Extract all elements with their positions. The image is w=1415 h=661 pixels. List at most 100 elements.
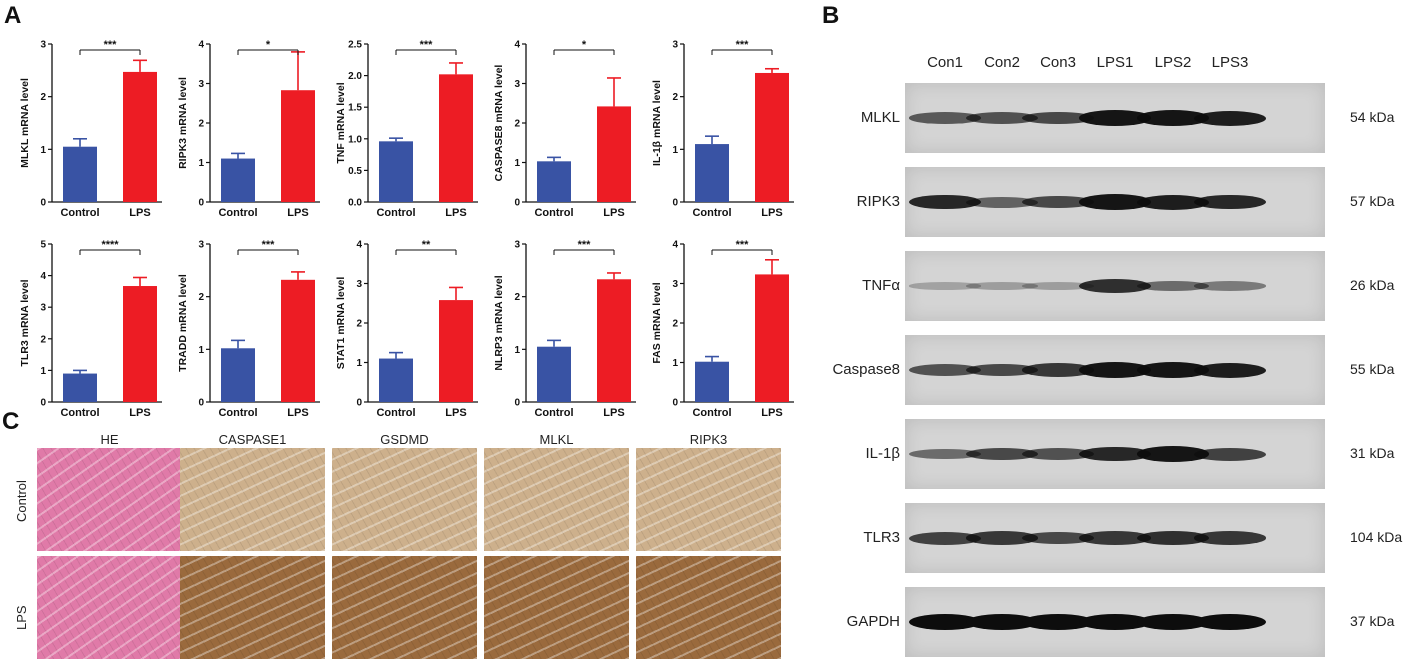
y-tick-label: 1	[672, 145, 678, 156]
bar-lps	[755, 72, 789, 202]
protein-band	[966, 531, 1038, 545]
western-blot: Con1 Con2 Con3 LPS1 LPS2 LPS3 MLKL 54 kDa RIPK3 5…	[820, 40, 1415, 661]
protein-band	[1022, 531, 1094, 545]
y-tick-label: 2	[672, 319, 678, 330]
x-category-label: LPS	[129, 407, 150, 419]
molecular-weight-label: 57 kDa	[1350, 193, 1395, 209]
protein-label: IL-1β	[865, 445, 900, 462]
protein-band	[1137, 446, 1209, 462]
y-tick-label: 0	[514, 198, 520, 209]
ihc-row-label: LPS	[14, 605, 29, 630]
y-tick-label: 5	[40, 240, 46, 251]
chart-caspase8: CASPASE8 mRNA level 0 1 2 3 4 Control LPS *	[484, 30, 644, 220]
y-axis-label: NLRP3 mRNA level	[493, 275, 505, 370]
protein-band	[966, 363, 1038, 377]
protein-band	[1194, 614, 1266, 630]
protein-band	[1137, 614, 1209, 630]
ihc-column-label: MLKL	[539, 432, 574, 447]
y-tick-label: 4	[356, 240, 362, 251]
bar-lps	[755, 274, 789, 402]
blot-strip	[905, 503, 1325, 573]
protein-band	[909, 364, 981, 376]
chart-svg: CASPASE8 mRNA level 0 1 2 3 4 Control LPS *	[493, 39, 636, 219]
molecular-weight-label: 37 kDa	[1350, 613, 1395, 629]
blot-strip	[905, 251, 1325, 321]
y-tick-label: 1	[514, 345, 520, 356]
y-axis-label: RIPK3 mRNA level	[177, 77, 189, 169]
x-category-label: Control	[376, 407, 415, 419]
bar-control	[379, 358, 413, 402]
x-category-label: Control	[60, 407, 99, 419]
y-tick-label: 2	[514, 119, 520, 130]
x-category-label: Control	[218, 207, 257, 219]
y-tick-label: 2	[40, 334, 46, 345]
protein-band	[909, 194, 981, 210]
ihc-image-tile	[636, 448, 781, 551]
bar-lps	[597, 106, 631, 202]
y-tick-label: 0	[672, 198, 678, 209]
significance-stars: ***	[736, 239, 750, 251]
protein-band	[1022, 363, 1094, 377]
significance-stars: *	[266, 39, 271, 51]
chart-svg: FAS mRNA level 0 1 2 3 4 Control LPS ***	[651, 239, 794, 419]
protein-label: MLKL	[860, 109, 900, 126]
x-category-label: LPS	[287, 407, 308, 419]
chart-il1b: IL-1β mRNA level 0 1 2 3 Control LPS ***	[642, 30, 802, 220]
protein-band	[1137, 531, 1209, 545]
significance-stars: ****	[101, 239, 119, 251]
chart-fas: FAS mRNA level 0 1 2 3 4 Control LPS ***	[642, 230, 802, 420]
y-tick-label: 1	[198, 345, 204, 356]
ihc-image-tile	[332, 448, 477, 551]
protein-band	[909, 448, 981, 460]
x-category-label: Control	[376, 207, 415, 219]
y-tick-label: 3	[514, 240, 520, 251]
ihc-row-label: Control	[14, 480, 29, 522]
y-tick-label: 3	[198, 240, 204, 251]
chart-svg: TLR3 mRNA level 0 1 2 3 4 5 Control LPS ****	[19, 239, 162, 419]
bar-control	[695, 361, 729, 402]
protein-band	[1137, 280, 1209, 292]
bar-lps	[597, 279, 631, 402]
x-category-label: Control	[534, 407, 573, 419]
protein-band	[1079, 446, 1151, 462]
blot-strip	[905, 167, 1325, 237]
y-axis-label: MLKL mRNA level	[19, 78, 31, 168]
y-tick-label: 0	[198, 398, 204, 409]
molecular-weight-label: 26 kDa	[1350, 277, 1395, 293]
chart-svg: RIPK3 mRNA level 0 1 2 3 4 Control LPS *	[177, 39, 320, 219]
protein-band	[1137, 110, 1209, 126]
molecular-weight-label: 54 kDa	[1350, 109, 1395, 125]
protein-band	[1022, 614, 1094, 630]
bar-lps	[281, 90, 315, 202]
y-tick-label: 1	[40, 145, 46, 156]
bar-control	[537, 346, 571, 402]
bar-control	[63, 146, 97, 202]
protein-band	[909, 531, 981, 545]
protein-band	[1079, 362, 1151, 378]
y-tick-label: 1	[356, 358, 362, 369]
y-tick-label: 2	[198, 292, 204, 303]
y-tick-label: 4	[40, 271, 46, 282]
x-category-label: LPS	[445, 407, 466, 419]
protein-label: TNFα	[862, 277, 900, 294]
ihc-image-tile	[484, 556, 629, 659]
bar-lps	[123, 71, 157, 202]
panel-b-label: B	[822, 2, 840, 29]
chart-svg: NLRP3 mRNA level 0 1 2 3 Control LPS ***	[493, 239, 636, 419]
y-tick-label: 1	[40, 366, 46, 377]
x-category-label: LPS	[445, 207, 466, 219]
protein-label: Caspase8	[832, 361, 900, 378]
bar-control	[695, 144, 729, 202]
protein-band	[909, 282, 981, 290]
protein-band	[966, 196, 1038, 208]
panel-a-label: A	[4, 2, 22, 29]
y-tick-label: 4	[514, 40, 520, 51]
ihc-image-tile	[37, 448, 182, 551]
significance-stars: ***	[736, 39, 750, 51]
protein-band	[966, 282, 1038, 290]
x-category-label: Control	[534, 207, 573, 219]
protein-band	[966, 112, 1038, 124]
y-tick-label: 3	[672, 279, 678, 290]
protein-band	[909, 112, 981, 124]
y-tick-label: 0	[672, 398, 678, 409]
